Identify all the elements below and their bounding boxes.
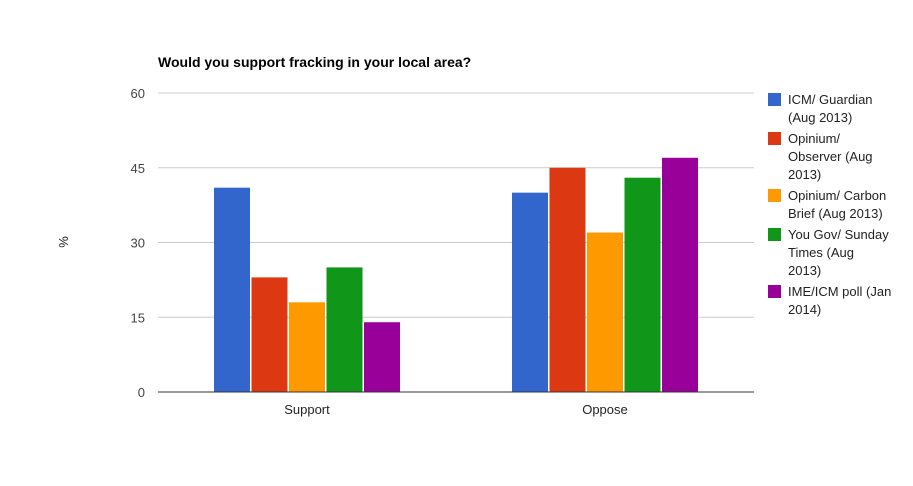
legend-item: You Gov/ Sunday Times (Aug 2013) xyxy=(768,227,889,278)
legend-item: Opinium/ Carbon Brief (Aug 2013) xyxy=(768,188,886,221)
y-tick-label: 30 xyxy=(131,236,145,251)
legend-label: You Gov/ Sunday Times (Aug 2013) xyxy=(788,227,889,278)
x-axis-categories: Support Oppose xyxy=(284,402,628,417)
bar xyxy=(289,302,325,392)
bar xyxy=(587,232,623,392)
bar xyxy=(364,322,400,392)
y-axis-label: % xyxy=(56,236,71,248)
y-tick-label: 0 xyxy=(138,385,145,400)
y-tick-label: 15 xyxy=(131,310,145,325)
x-category-label: Oppose xyxy=(582,402,628,417)
y-axis-ticks: 0 15 30 45 60 xyxy=(131,86,145,400)
x-category-label: Support xyxy=(284,402,330,417)
bars xyxy=(214,157,698,392)
legend-swatch xyxy=(768,93,781,106)
y-tick-label: 60 xyxy=(131,86,145,101)
bar xyxy=(662,157,698,392)
legend-item: Opinium/Observer (Aug 2013) xyxy=(768,131,873,182)
bar xyxy=(251,277,288,392)
chart-title: Would you support fracking in your local… xyxy=(158,54,471,70)
legend-swatch xyxy=(768,228,781,241)
legend-item: IME/ICM poll (Jan 2014) xyxy=(768,284,891,317)
legend-item: ICM/ Guardian (Aug 2013) xyxy=(768,92,873,125)
legend: ICM/ Guardian (Aug 2013) Opinium/Observer … xyxy=(768,92,891,317)
bar xyxy=(624,177,661,392)
bar xyxy=(549,167,586,392)
legend-swatch xyxy=(768,132,781,145)
legend-swatch xyxy=(768,285,781,298)
legend-label: ICM/ Guardian (Aug 2013) xyxy=(788,92,873,125)
y-tick-label: 45 xyxy=(131,161,145,176)
bar xyxy=(214,187,250,392)
legend-label: Opinium/ Carbon Brief (Aug 2013) xyxy=(788,188,886,221)
bar xyxy=(326,267,363,392)
legend-label: Opinium/Observer (Aug 2013) xyxy=(788,131,873,182)
bar xyxy=(512,192,548,392)
legend-swatch xyxy=(768,189,781,202)
legend-label: IME/ICM poll (Jan 2014) xyxy=(788,284,891,317)
